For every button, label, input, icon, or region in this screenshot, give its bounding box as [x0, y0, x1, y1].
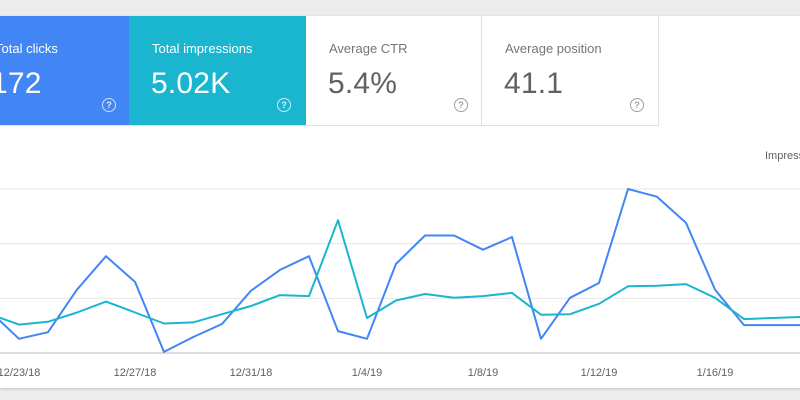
average-position-label: Average position: [505, 41, 602, 56]
average-ctr-card[interactable]: Average CTR 5.4% ?: [306, 16, 482, 126]
total-impressions-card[interactable]: Total impressions 5.02K ?: [129, 16, 306, 126]
x-tick-label: 12/31/18: [230, 367, 273, 379]
x-tick-label: 1/16/19: [697, 367, 734, 379]
series-line-clicks[interactable]: [0, 188, 800, 353]
help-icon[interactable]: ?: [277, 98, 291, 112]
x-tick-label: 1/12/19: [581, 367, 618, 379]
average-position-card[interactable]: Average position 41.1 ?: [482, 16, 659, 126]
impressions-axis-legend: Impressions: [765, 150, 800, 162]
average-position-value: 41.1: [504, 67, 564, 100]
chart-x-ticks: 12/23/18 12/27/18 12/31/18 1/4/19 1/8/19 1/12…: [0, 367, 733, 379]
chart-gridlines: [0, 188, 800, 354]
performance-panel: Total clicks 172 ? Total impressions 5.0…: [0, 16, 800, 388]
performance-chart-svg: 12/23/18 12/27/18 12/31/18 1/4/19 1/8/19 1/12…: [0, 188, 800, 379]
x-tick-label: 1/4/19: [352, 367, 383, 379]
average-ctr-value: 5.4%: [328, 67, 398, 100]
performance-chart[interactable]: 12/23/18 12/27/18 12/31/18 1/4/19 1/8/19 1/12…: [0, 166, 800, 388]
total-clicks-value: 172: [0, 67, 42, 100]
x-tick-label: 12/27/18: [114, 367, 157, 379]
help-icon[interactable]: ?: [630, 98, 644, 112]
total-impressions-value: 5.02K: [151, 67, 231, 100]
series-line-impressions[interactable]: [0, 219, 800, 326]
metric-cards: Total clicks 172 ? Total impressions 5.0…: [0, 16, 800, 126]
help-icon[interactable]: ?: [102, 98, 116, 112]
chart-series: [0, 188, 800, 353]
x-tick-label: 12/23/18: [0, 367, 40, 379]
help-icon[interactable]: ?: [454, 98, 468, 112]
average-ctr-label: Average CTR: [329, 41, 408, 56]
x-tick-label: 1/8/19: [468, 367, 499, 379]
total-clicks-label: Total clicks: [0, 41, 58, 56]
total-clicks-card[interactable]: Total clicks 172 ?: [0, 16, 129, 126]
total-impressions-label: Total impressions: [152, 41, 253, 56]
